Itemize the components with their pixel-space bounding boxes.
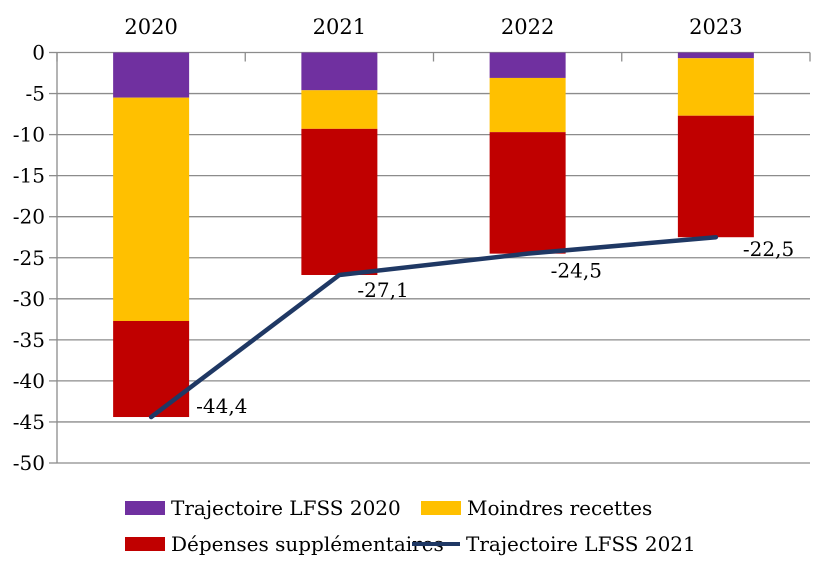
bar-segment xyxy=(113,52,190,98)
y-tick-label: -15 xyxy=(13,164,45,188)
y-tick-label: -30 xyxy=(13,287,45,311)
legend-label-moindres-recettes: Moindres recettes xyxy=(467,496,653,520)
line-point-label: -22,5 xyxy=(743,237,794,261)
legend-label-trajectoire-lfss-2021: Trajectoire LFSS 2021 xyxy=(466,532,696,556)
purple-bar-swatch xyxy=(125,501,165,515)
y-tick-label: 0 xyxy=(32,41,45,65)
bar-segment xyxy=(677,52,754,59)
red-bar-swatch xyxy=(125,537,165,551)
y-tick-label: -10 xyxy=(13,123,45,147)
bar-segment xyxy=(489,77,566,133)
bar-segment xyxy=(113,320,190,418)
legend-item-depenses-supplementaires: Dépenses supplémentaires xyxy=(125,532,444,556)
y-tick-label: -50 xyxy=(13,451,45,475)
bar-segment xyxy=(301,52,378,91)
category-label: 2022 xyxy=(501,15,554,39)
y-tick-label: -45 xyxy=(13,410,45,434)
bar-segment xyxy=(301,128,378,275)
category-label: 2021 xyxy=(313,15,366,39)
line-point-label: -27,1 xyxy=(357,278,408,302)
line-point-label: -44,4 xyxy=(196,394,247,418)
yellow-bar-swatch xyxy=(421,501,461,515)
line-point-label: -24,5 xyxy=(551,259,602,283)
bar-segment xyxy=(489,52,566,78)
y-tick-label: -20 xyxy=(13,205,45,229)
legend-label-trajectoire-lfss-2020: Trajectoire LFSS 2020 xyxy=(171,496,401,520)
trajectory-line xyxy=(148,234,719,420)
navy-line-swatch xyxy=(412,542,460,546)
category-label: 2023 xyxy=(689,15,742,39)
bar-segment xyxy=(489,132,566,254)
bar-segment xyxy=(301,90,378,129)
bar-segment xyxy=(113,97,190,321)
y-tick-label: -40 xyxy=(13,369,45,393)
y-tick-label: -5 xyxy=(26,82,45,106)
bar-segment xyxy=(677,58,754,116)
y-tick-label: -35 xyxy=(13,328,45,352)
legend-label-depenses-supplementaires: Dépenses supplémentaires xyxy=(171,532,444,556)
category-label: 2020 xyxy=(124,15,177,39)
y-tick-label: -25 xyxy=(13,246,45,270)
plot-area: 0 -5 -10 -15 -20 -25 -30 -35 -40 -45 -50 2020 2021 20… xyxy=(13,15,811,475)
bar-segment xyxy=(677,115,754,238)
legend-item-trajectoire-lfss-2021: Trajectoire LFSS 2021 xyxy=(412,532,696,556)
legend-item-trajectoire-lfss-2020: Trajectoire LFSS 2020 xyxy=(125,496,401,520)
legend-item-moindres-recettes: Moindres recettes xyxy=(421,496,652,520)
